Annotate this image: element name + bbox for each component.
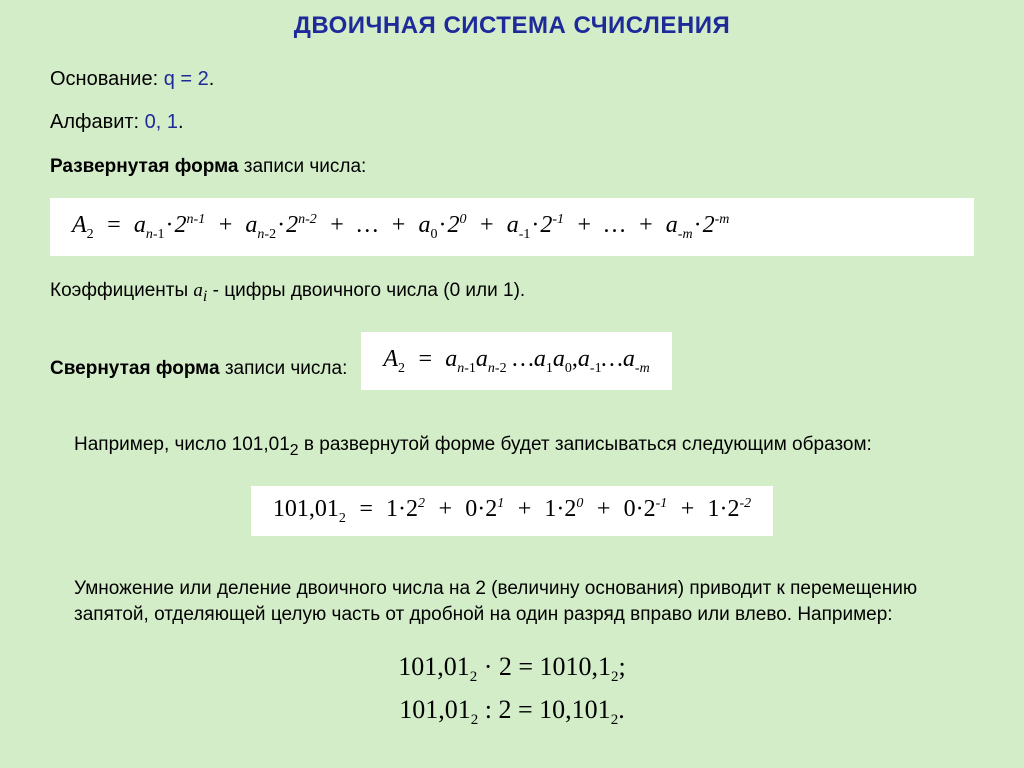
base-period: . xyxy=(209,68,215,90)
example-formula: 101,012 = 1·22 + 0·21 + 1·20 + 0·2-1 + 1… xyxy=(273,496,751,527)
coeffs-post: - цифры двоичного числа (0 или 1). xyxy=(207,280,525,301)
shift-formulas: 101,012 · 2 = 1010,12; 101,012 : 2 = 10,… xyxy=(50,646,974,732)
compact-tail: записи числа: xyxy=(220,358,348,379)
example-text2: в развернутой форме будет записываться с… xyxy=(299,434,872,455)
compact-formula-box: A2 = an-1an-2 …a1a0,a-1…a-m xyxy=(361,332,671,391)
coefficients-line: Коэффициенты ai - цифры двоичного числа … xyxy=(50,278,974,307)
base-eq: = xyxy=(175,68,198,90)
compact-formula: A2 = an-1an-2 …a1a0,a-1…a-m xyxy=(383,346,649,377)
example-text1: Например, число 101,01 xyxy=(74,434,290,455)
example-formula-box: 101,012 = 1·22 + 0·21 + 1·20 + 0·2-1 + 1… xyxy=(251,486,773,537)
shift-div: 101,012 : 2 = 10,1012. xyxy=(50,689,974,732)
expanded-formula: A2 = an-1·2n-1 + an-2·2n-2 + … + a0·20 +… xyxy=(72,212,952,243)
compact-row: Свернутая форма записи числа: A2 = an-1a… xyxy=(50,326,974,413)
slide-title: ДВОИЧНАЯ СИСТЕМА СЧИСЛЕНИЯ xyxy=(50,12,974,40)
coeffs-sym: ai xyxy=(193,280,207,301)
alphabet-line: Алфавит: 0, 1. xyxy=(50,111,974,134)
shift-mul: 101,012 · 2 = 1010,12; xyxy=(50,646,974,689)
base-var: q xyxy=(164,68,175,90)
alphabet-value: 0, 1 xyxy=(145,111,178,133)
expanded-label: Развернутая форма xyxy=(50,156,239,177)
coeffs-pre: Коэффициенты xyxy=(50,280,193,301)
base-line: Основание: q = 2. xyxy=(50,68,974,91)
expanded-formula-box: A2 = an-1·2n-1 + an-2·2n-2 + … + a0·20 +… xyxy=(50,198,974,257)
shift-explain: Умножение или деление двоичного числа на… xyxy=(50,576,974,627)
base-value: 2 xyxy=(198,68,209,90)
example-intro: Например, число 101,012 в развернутой фо… xyxy=(50,432,974,461)
expanded-tail: записи числа: xyxy=(239,156,367,177)
expanded-label-line: Развернутая форма записи числа: xyxy=(50,154,974,180)
compact-label-line: Свернутая форма записи числа: xyxy=(50,356,347,382)
alphabet-period: . xyxy=(178,111,184,133)
slide: ДВОИЧНАЯ СИСТЕМА СЧИСЛЕНИЯ Основание: q … xyxy=(0,0,1024,768)
compact-label: Свернутая форма xyxy=(50,358,220,379)
example-sub: 2 xyxy=(290,442,299,459)
base-label: Основание: xyxy=(50,68,164,90)
alphabet-label: Алфавит: xyxy=(50,111,145,133)
example-formula-wrap: 101,012 = 1·22 + 0·21 + 1·20 + 0·2-1 + 1… xyxy=(50,480,974,559)
